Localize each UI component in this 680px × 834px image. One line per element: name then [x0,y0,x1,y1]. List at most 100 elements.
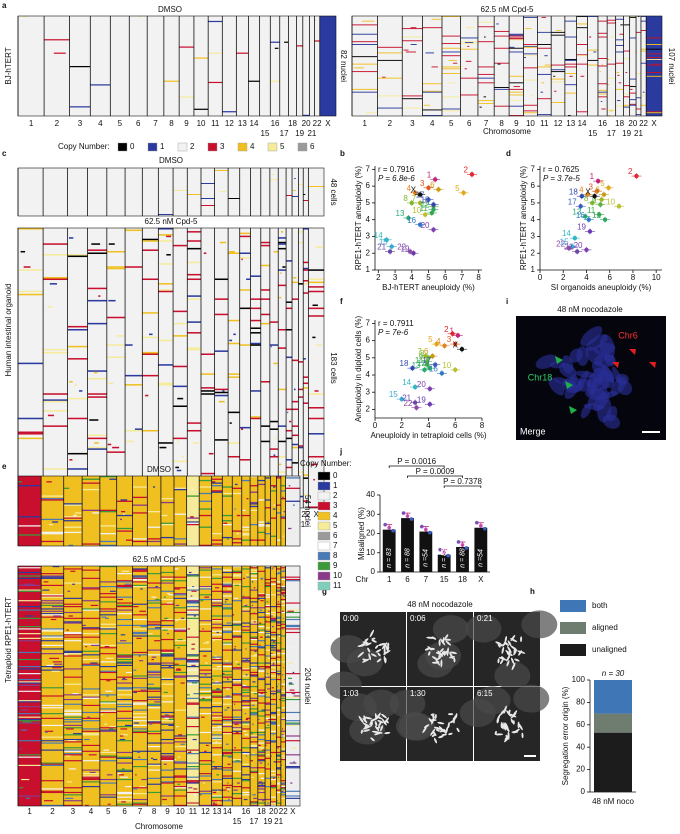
heatmap-segment [286,466,293,469]
heatmap-segment [199,587,212,589]
heatmap-segment [225,688,230,690]
heatmap-segment [106,695,109,697]
heatmap-segment [174,676,187,678]
heatmap-segment [232,575,242,577]
heatmap-segment [509,38,524,40]
red-arrowhead [629,349,636,355]
heatmap-segment [147,621,161,623]
bar [474,527,488,572]
heatmap-segment [63,710,83,712]
chromosome [497,643,501,648]
heatmap-segment [227,782,229,784]
point [602,217,608,222]
cell-count: 54 nuclei [303,495,312,527]
y-tick-label: 5 [531,198,536,207]
heatmap-segment [288,677,293,679]
heatmap-segment [168,666,172,668]
point [426,197,431,202]
heatmap-segment [276,691,281,694]
heatmap-segment [280,627,286,629]
point [574,249,580,254]
heatmap-segment [160,664,175,666]
heatmap-segment [99,647,117,649]
chromatin [617,380,633,396]
heatmap-column [44,16,70,116]
heatmap-segment [239,252,251,255]
heatmap-segment [147,540,161,543]
heatmap-column [67,168,88,216]
heatmap-segment [303,500,309,502]
heatmap-segment [551,69,565,71]
heatmap-segment [222,630,233,632]
heatmap-segment [18,640,42,642]
heatmap-segment [232,649,242,651]
heatmap-segment [222,666,233,668]
heatmap-segment [646,48,662,50]
heatmap-segment [246,717,251,719]
significance-bracket [388,465,445,468]
heatmap-segment [147,538,161,540]
heatmap-segment [63,651,83,654]
heatmap-segment [283,569,285,571]
chromosome [381,713,388,719]
heatmap-segment [250,708,258,710]
heatmap-segment [82,720,100,722]
heatmap-segment [147,690,161,692]
heatmap-segment [597,93,608,95]
heatmap-segment [121,801,126,803]
point-label: 18 [569,187,578,196]
heatmap-segment [257,788,266,790]
heatmap-column [270,566,277,806]
heatmap-segment [270,786,277,788]
heatmap-segment [116,596,133,598]
heatmap-segment [174,775,187,777]
heatmap-segment [285,602,300,604]
heatmap-segment [265,596,271,598]
chromosome [512,720,515,725]
heatmap-segment [116,698,133,701]
heatmap-segment [259,609,263,611]
heatmap-segment [273,362,278,365]
point [606,185,611,191]
heatmap-segment [422,91,442,93]
point-label: 3 [588,182,593,191]
heatmap-segment [283,678,286,681]
chromosome [368,653,372,661]
heatmap-column [43,228,68,508]
heatmap-segment [160,522,175,524]
heatmap-segment [278,347,287,349]
heatmap-segment [199,588,212,590]
y-tick-label: 2 [366,405,371,414]
heatmap-segment [233,789,238,791]
chromosome [450,651,458,655]
heatmap-segment [175,604,180,606]
heatmap-segment [274,437,277,440]
heatmap-segment [257,702,266,704]
heatmap-segment [69,66,91,68]
heatmap-segment [67,345,88,348]
y-tick-label: 7 [531,164,536,173]
heatmap-segment [248,80,260,82]
chromosome-label: 17 [607,129,616,138]
heatmap-column [106,168,126,216]
heatmap-segment [63,597,83,599]
heatmap-segment [121,511,126,513]
heatmap-segment [260,313,270,316]
heatmap-segment [250,607,258,609]
heatmap-segment [232,614,235,616]
heatmap-segment [119,518,123,521]
heatmap-segment [232,680,242,682]
heatmap-segment [377,77,403,79]
heatmap-segment [235,731,239,734]
point-label: 10 [412,206,421,215]
heatmap-segment [642,91,645,93]
heatmap-segment [133,669,137,671]
heatmap-segment [88,754,97,756]
heatmap-segment [286,301,293,303]
heatmap-segment [147,704,161,706]
x-tick-label: X [478,575,484,584]
y-tick-label: 2 [531,248,536,257]
chromatin [569,348,583,363]
heatmap-segment [174,488,187,491]
heatmap-segment [303,382,309,385]
